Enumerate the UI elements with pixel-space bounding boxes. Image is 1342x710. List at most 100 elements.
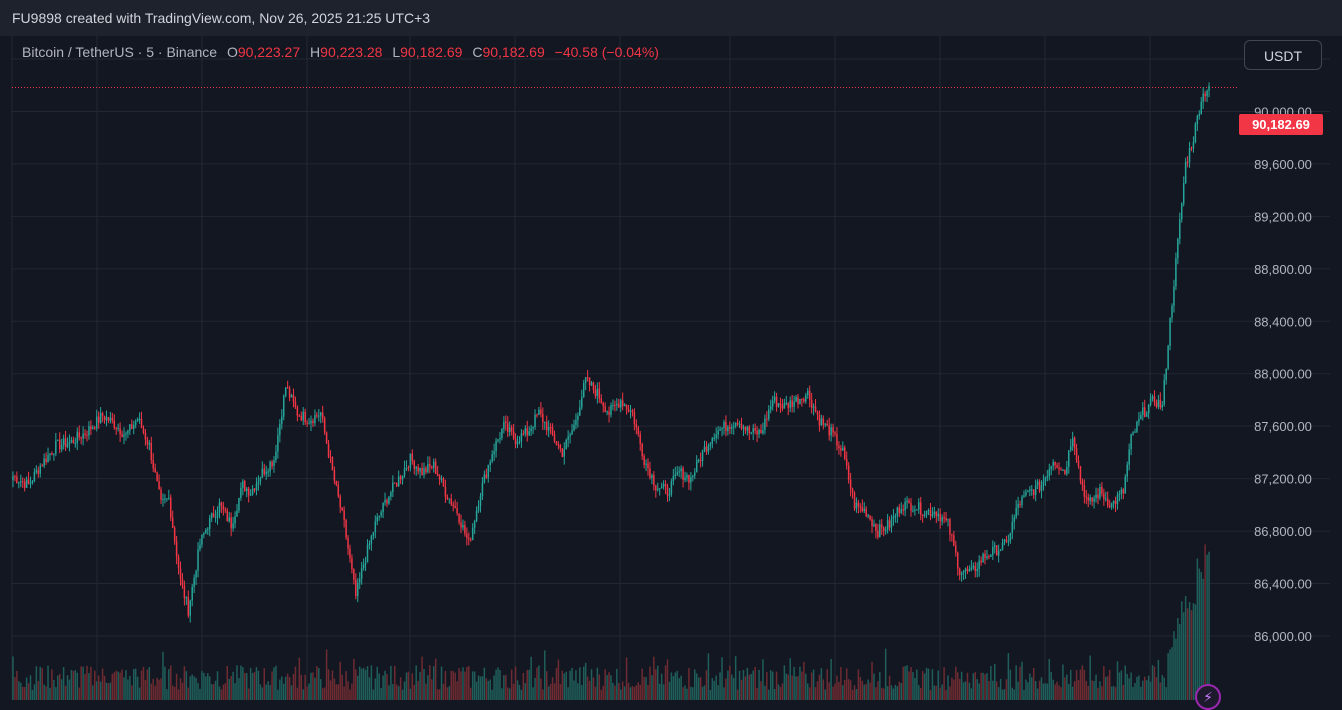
candle-body (1169, 317, 1171, 346)
volume-bar (88, 673, 90, 700)
candle-body (1087, 497, 1090, 501)
volume-bar (460, 671, 462, 700)
candle-body (662, 484, 665, 487)
candle-body (713, 437, 715, 439)
volume-bar (908, 671, 910, 700)
volume-bar (713, 680, 715, 700)
volume-bar (212, 683, 215, 700)
volume-bar (503, 675, 505, 700)
volume-bar (394, 665, 396, 700)
candle-body (573, 424, 575, 431)
lightning-icon[interactable]: ⚡ (1195, 684, 1221, 710)
candle-body (456, 508, 458, 514)
candle-body (598, 388, 601, 399)
volume-bar (343, 686, 345, 700)
volume-bar (205, 676, 207, 700)
candle-body (676, 472, 678, 475)
volume-bar (78, 687, 80, 700)
volume-bar (207, 673, 209, 700)
candle-body (1122, 489, 1125, 494)
volume-bar (1015, 665, 1017, 700)
volume-bar (972, 673, 975, 700)
candle-body (366, 545, 369, 563)
open-value: 90,223.27 (237, 44, 301, 60)
candle-body (18, 482, 20, 484)
volume-bar (1050, 671, 1052, 700)
volume-bar (631, 686, 634, 700)
candle-body (766, 418, 768, 420)
candle-body (999, 549, 1002, 551)
volume-bar (781, 683, 784, 700)
volume-bar (766, 672, 768, 700)
volume-bar (286, 673, 289, 700)
candle-body (68, 441, 71, 444)
volume-bar (218, 686, 221, 700)
currency-button[interactable]: USDT (1244, 40, 1322, 70)
candle-body (1066, 466, 1068, 474)
candle-body (136, 419, 139, 422)
candle-body (45, 458, 47, 463)
candle-body (370, 535, 373, 544)
volume-bar (1054, 684, 1056, 700)
candlestick-chart[interactable]: 86,000.00 86,400.00 86,800.00 87,200.00 87,6… (0, 36, 1342, 700)
candle-body (760, 429, 762, 434)
volume-bar (816, 681, 819, 700)
candle-body (29, 482, 32, 485)
volume-bar (230, 676, 232, 700)
volume-bar (906, 665, 908, 700)
volume-bar (401, 689, 404, 700)
volume-bar (962, 682, 965, 700)
candle-body (226, 510, 229, 522)
volume-bar (1003, 689, 1006, 700)
chart-area[interactable]: 86,000.00 86,400.00 86,800.00 87,200.00 87,6… (0, 36, 1342, 700)
candle-body (771, 400, 774, 407)
volume-bar (625, 657, 628, 700)
candle-body (1031, 489, 1033, 491)
candle-body (801, 398, 803, 400)
candle-body (473, 521, 476, 528)
candle-body (1019, 504, 1021, 506)
volume-bar (637, 682, 640, 700)
candle-body (779, 403, 782, 406)
candle-body (140, 418, 143, 429)
volume-bar (1058, 685, 1060, 700)
candle-body (844, 447, 846, 459)
candle-body (1112, 500, 1115, 504)
candle-body (725, 422, 727, 432)
volume-bar (18, 681, 20, 700)
candle-body (1120, 489, 1123, 494)
candle-body (199, 544, 201, 550)
volume-bar (834, 683, 836, 700)
candle-body (1011, 522, 1014, 533)
candle-body (997, 550, 1000, 556)
volume-bar (187, 687, 190, 700)
volume-bar (403, 681, 406, 700)
volume-bar (910, 667, 912, 700)
candle-body (212, 513, 215, 518)
candle-body (982, 553, 984, 563)
candle-body (923, 514, 926, 516)
candle-body (216, 512, 219, 518)
candle-body (1147, 404, 1150, 414)
volume-bar (1025, 679, 1027, 700)
candle-body (1044, 477, 1047, 482)
candle-body (902, 509, 904, 511)
candle-body (302, 411, 304, 421)
candle-body (859, 506, 862, 508)
candle-body (890, 518, 893, 528)
candle-body (1040, 485, 1043, 491)
candle-body (1029, 489, 1031, 492)
volume-bar (49, 687, 51, 700)
candle-body (1190, 148, 1193, 150)
candle-body (1075, 448, 1078, 461)
candle-body (768, 409, 770, 420)
volume-bar (265, 684, 267, 700)
volume-bar (629, 687, 632, 700)
volume-bar (240, 665, 242, 700)
candle-body (635, 424, 638, 428)
candle-body (970, 567, 973, 570)
candle-body (154, 468, 156, 473)
candle-body (1196, 116, 1199, 125)
candle-body (912, 510, 914, 512)
candle-body (812, 406, 815, 408)
